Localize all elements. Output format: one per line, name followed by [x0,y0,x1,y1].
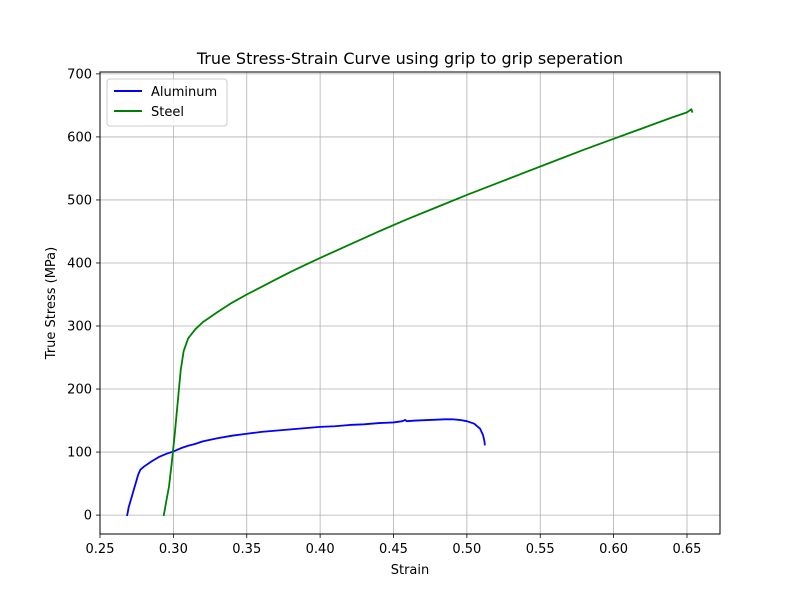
x-tick-label: 0.55 [526,542,555,557]
x-axis-ticks: 0.25 0.30 0.35 0.40 0.45 0.50 0.55 0.60 0.65 [86,534,702,557]
x-tick-label: 0.25 [86,542,115,557]
x-tick-label: 0.30 [159,542,188,557]
legend-label-aluminum: Aluminum [151,85,217,100]
y-axis-label: True Stress (MPa) [44,247,59,360]
y-tick-label: 200 [67,383,92,398]
y-tick-label: 300 [67,320,92,335]
y-tick-label: 500 [67,193,92,208]
y-tick-label: 100 [67,446,92,461]
legend-label-steel: Steel [151,105,184,120]
y-tick-label: 700 [67,67,92,82]
grid [99,72,720,534]
series-lines [126,108,694,517]
y-tick-label: 0 [84,509,92,524]
legend: Aluminum Steel [106,78,228,127]
x-tick-label: 0.65 [673,542,702,557]
series-line-steel [162,108,694,517]
x-axis-label: Strain [391,563,430,578]
x-tick-label: 0.40 [306,542,335,557]
x-tick-label: 0.35 [232,542,261,557]
y-axis-ticks: 0 100 200 300 400 500 600 700 [67,67,100,524]
x-tick-label: 0.45 [379,542,408,557]
chart-title: True Stress-Strain Curve using grip to g… [196,49,623,68]
series-line-aluminum [126,418,486,517]
y-tick-label: 400 [67,256,92,271]
y-tick-label: 600 [67,130,92,145]
x-tick-label: 0.60 [599,542,628,557]
plot-area-frame [99,71,721,535]
x-tick-label: 0.50 [452,542,481,557]
